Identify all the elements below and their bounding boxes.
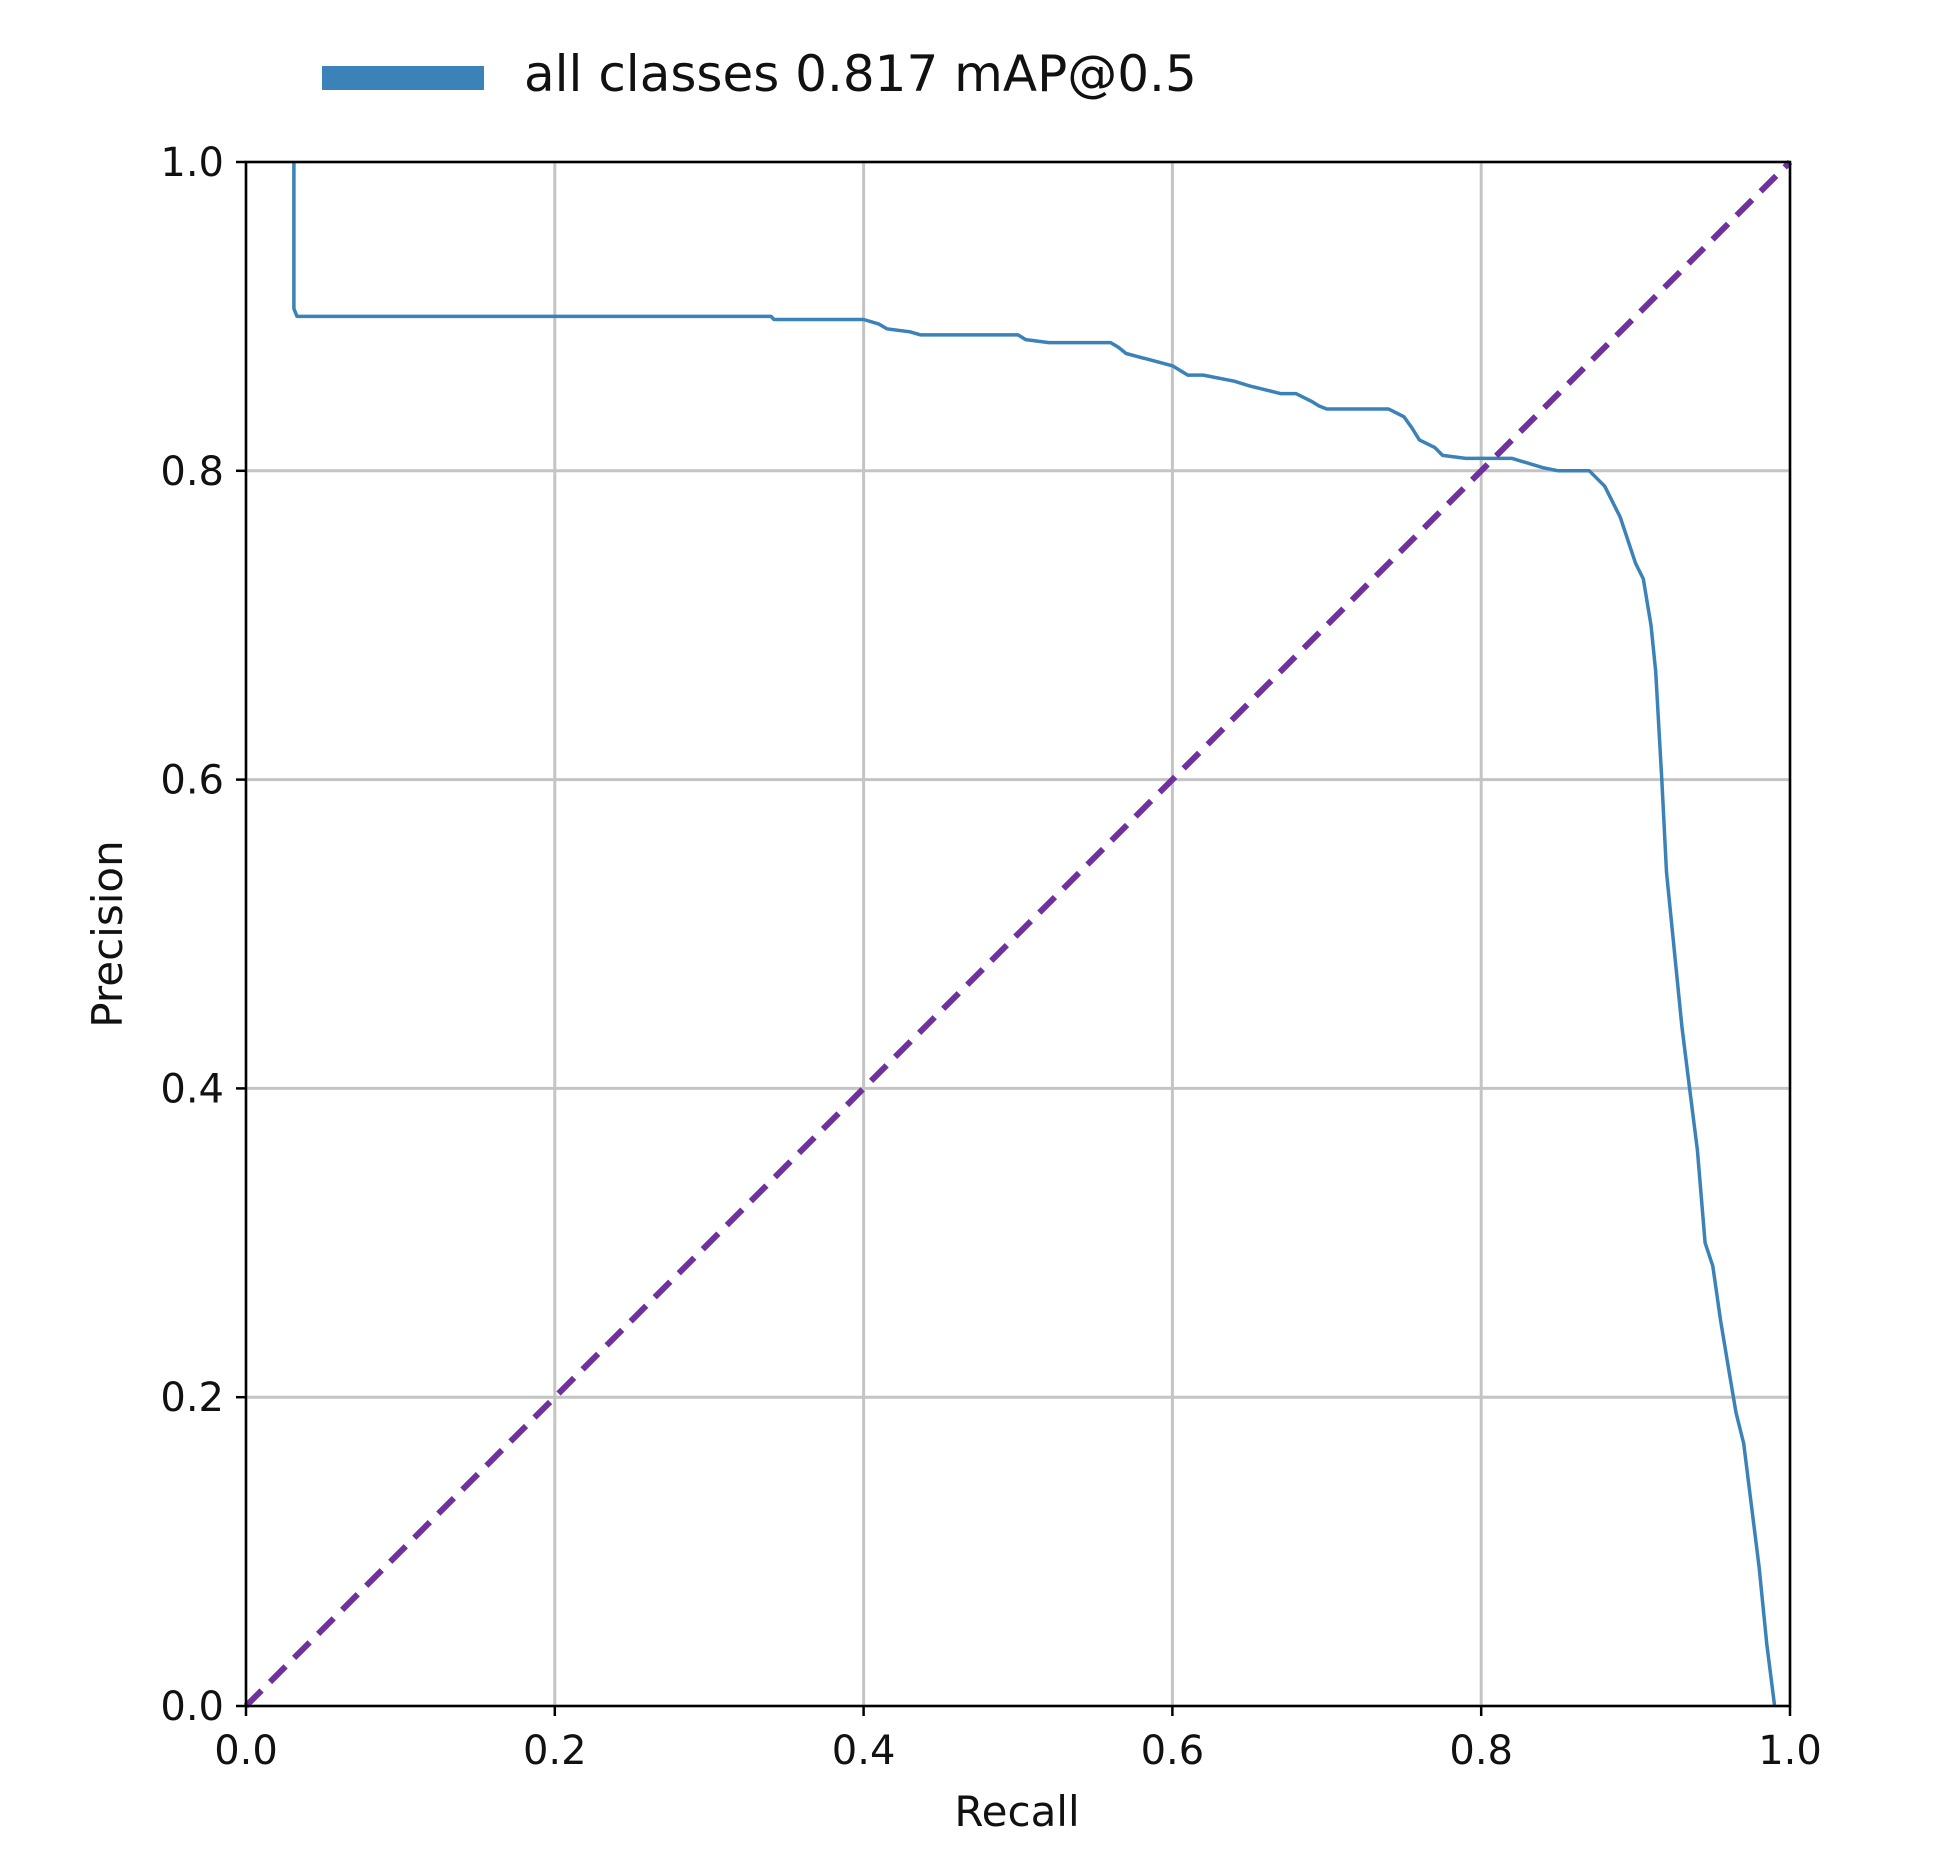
x-tick-label-1: 0.2: [523, 1728, 587, 1774]
pr-curve-line: [292, 162, 1777, 1707]
legend-label: all classes 0.817 mAP@0.5: [524, 45, 1197, 103]
y-tick-label-2: 0.4: [160, 1066, 224, 1112]
y-tick-label-0: 0.0: [160, 1684, 224, 1730]
x-tick-label-3: 0.6: [1141, 1728, 1205, 1774]
x-tick-label-5: 1.0: [1758, 1728, 1822, 1774]
y-tick-label-4: 0.8: [160, 449, 224, 495]
y-tick-label-3: 0.6: [160, 758, 224, 804]
x-tick-label-4: 0.8: [1449, 1728, 1513, 1774]
x-axis-label: Recall: [954, 1787, 1079, 1836]
x-tick-label-2: 0.4: [832, 1728, 896, 1774]
axis-ticks: 0.0 0.2 0.4 0.6 0.8 1.0 0.0 0.2 0.4 0.6 0.8 1.0: [160, 140, 1821, 1774]
y-tick-label-5: 1.0: [160, 140, 224, 186]
series-layer: [243, 159, 1793, 1709]
y-tick-label-1: 0.2: [160, 1375, 224, 1421]
x-tick-label-0: 0.0: [214, 1728, 278, 1774]
legend: all classes 0.817 mAP@0.5: [322, 45, 1197, 103]
y-axis-label: Precision: [83, 840, 132, 1027]
diagonal-reference-line: [243, 159, 1793, 1709]
legend-swatch: [322, 66, 484, 90]
plot-frame: [244, 160, 1792, 1708]
